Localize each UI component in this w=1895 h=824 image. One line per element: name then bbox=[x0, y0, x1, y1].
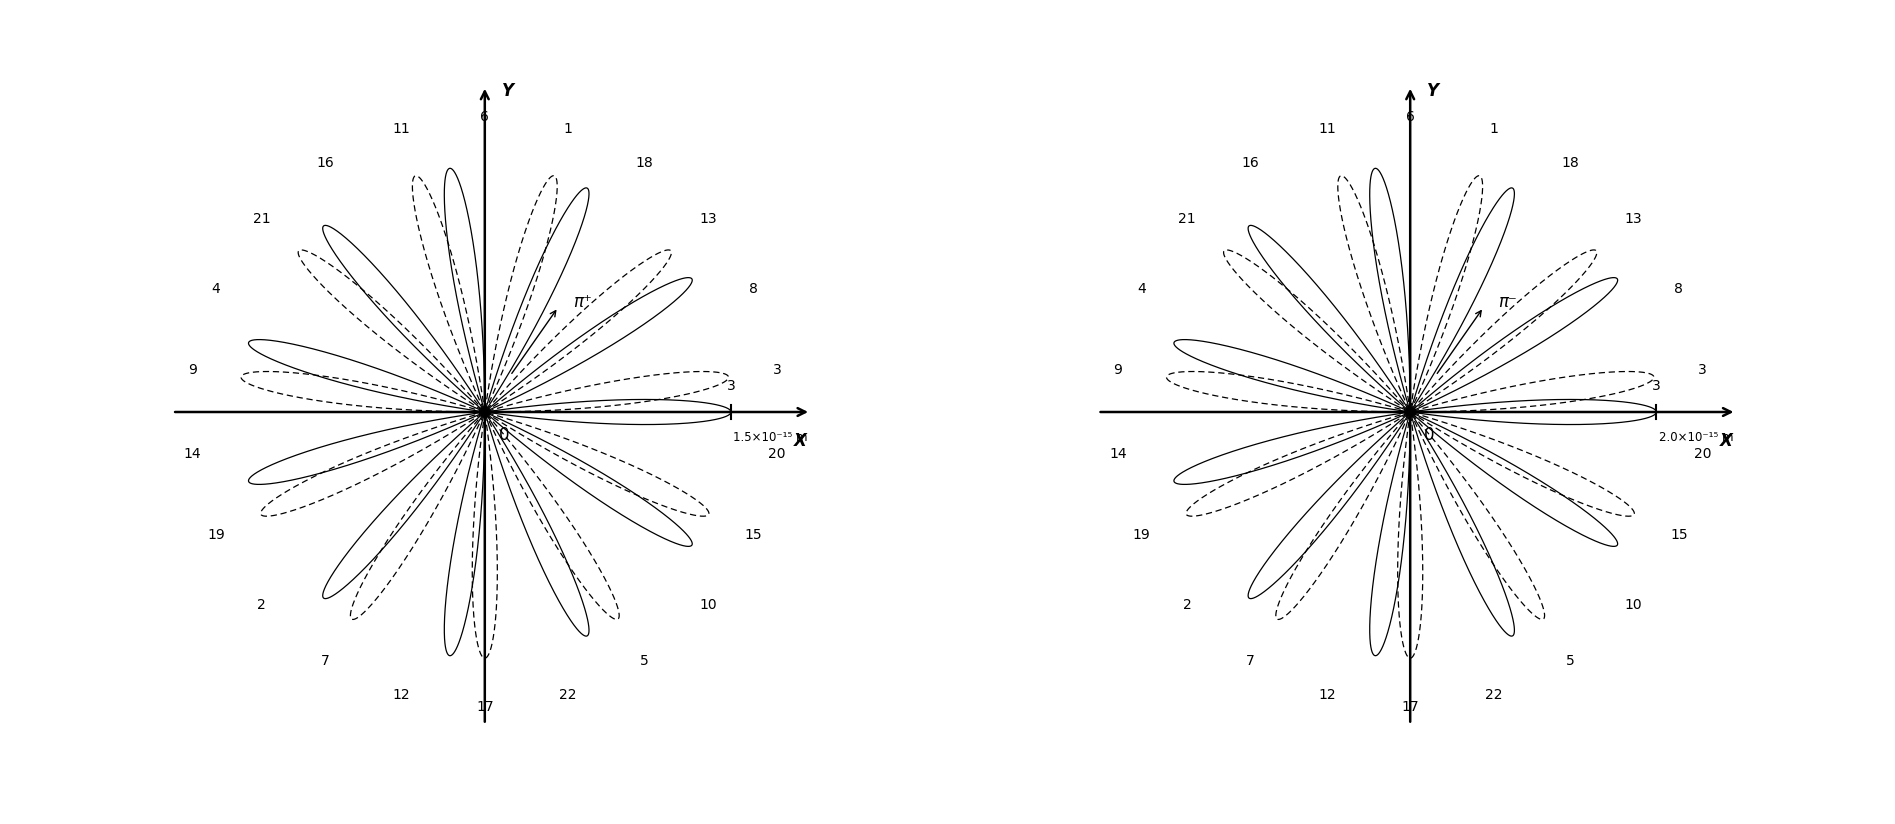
Text: 19: 19 bbox=[207, 527, 226, 541]
Text: 16: 16 bbox=[316, 157, 334, 171]
Text: 1: 1 bbox=[563, 122, 572, 135]
Text: 17: 17 bbox=[476, 700, 493, 714]
Text: 21: 21 bbox=[1179, 212, 1196, 226]
Text: Y: Y bbox=[1427, 82, 1438, 101]
Text: 1: 1 bbox=[1489, 122, 1497, 135]
Text: 6: 6 bbox=[1406, 110, 1416, 124]
Text: Y: Y bbox=[502, 82, 514, 101]
Text: 15: 15 bbox=[1669, 527, 1688, 541]
Text: 20: 20 bbox=[1694, 447, 1711, 461]
Text: 21: 21 bbox=[252, 212, 271, 226]
Text: X: X bbox=[1721, 433, 1732, 451]
Text: 14: 14 bbox=[1109, 447, 1128, 461]
Text: 2: 2 bbox=[1182, 598, 1192, 612]
Text: 0: 0 bbox=[1423, 425, 1435, 443]
Text: 3: 3 bbox=[773, 363, 781, 377]
Text: 16: 16 bbox=[1241, 157, 1260, 171]
Text: 18: 18 bbox=[1561, 157, 1579, 171]
Text: 2: 2 bbox=[258, 598, 265, 612]
Text: 15: 15 bbox=[745, 527, 762, 541]
Text: 22: 22 bbox=[559, 689, 576, 702]
Text: 11: 11 bbox=[392, 122, 411, 135]
Text: 17: 17 bbox=[1402, 700, 1419, 714]
Text: 9: 9 bbox=[1114, 363, 1122, 377]
Text: 7: 7 bbox=[320, 653, 330, 667]
Text: 4: 4 bbox=[212, 283, 220, 297]
Text: 8: 8 bbox=[1675, 283, 1683, 297]
Text: 20: 20 bbox=[769, 447, 786, 461]
Text: 9: 9 bbox=[188, 363, 197, 377]
Text: 2.0×10⁻¹⁵ m: 2.0×10⁻¹⁵ m bbox=[1658, 431, 1734, 443]
Text: 10: 10 bbox=[1624, 598, 1643, 612]
Text: X: X bbox=[794, 433, 807, 451]
Text: 0: 0 bbox=[498, 425, 510, 443]
Text: 12: 12 bbox=[1319, 689, 1336, 702]
Text: 11: 11 bbox=[1319, 122, 1336, 135]
Text: π⁻: π⁻ bbox=[1499, 293, 1518, 311]
Text: 6: 6 bbox=[479, 110, 489, 124]
Text: 10: 10 bbox=[699, 598, 716, 612]
Text: 5: 5 bbox=[641, 653, 648, 667]
Text: 14: 14 bbox=[184, 447, 201, 461]
Text: 18: 18 bbox=[635, 157, 654, 171]
Text: 1.5×10⁻¹⁵ m: 1.5×10⁻¹⁵ m bbox=[733, 431, 807, 443]
Text: π⁺: π⁺ bbox=[572, 293, 591, 311]
Text: 7: 7 bbox=[1247, 653, 1254, 667]
Text: 3: 3 bbox=[1652, 379, 1660, 393]
Text: 12: 12 bbox=[392, 689, 411, 702]
Text: 4: 4 bbox=[1137, 283, 1146, 297]
Text: 22: 22 bbox=[1484, 689, 1503, 702]
Text: 5: 5 bbox=[1565, 653, 1575, 667]
Text: 8: 8 bbox=[749, 283, 758, 297]
Text: 13: 13 bbox=[699, 212, 716, 226]
Text: 19: 19 bbox=[1133, 527, 1150, 541]
Text: 3: 3 bbox=[726, 379, 735, 393]
Text: 13: 13 bbox=[1624, 212, 1643, 226]
Text: 3: 3 bbox=[1698, 363, 1707, 377]
